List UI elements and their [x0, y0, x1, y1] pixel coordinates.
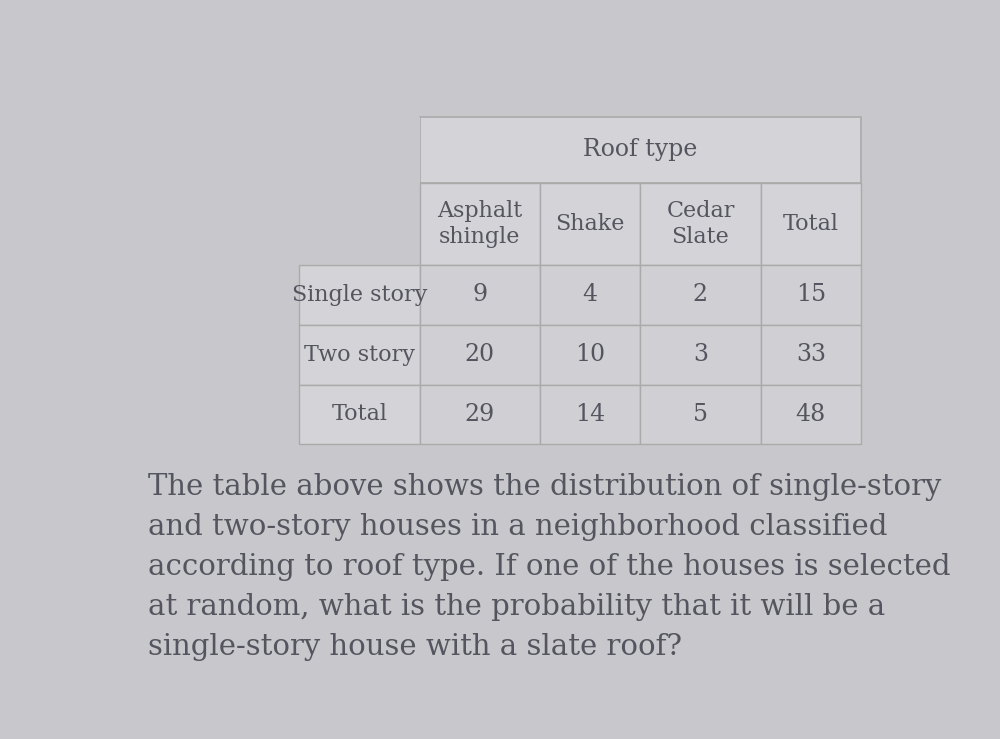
Text: Cedar
Slate: Cedar Slate — [666, 200, 735, 248]
Bar — [640, 325, 761, 384]
Bar — [640, 384, 761, 444]
Bar — [420, 265, 540, 325]
Text: 20: 20 — [464, 343, 495, 367]
Bar — [299, 265, 420, 325]
Text: 2: 2 — [693, 284, 708, 307]
Bar — [640, 183, 761, 265]
Text: Two story: Two story — [304, 344, 415, 366]
Text: 4: 4 — [582, 284, 598, 307]
Bar — [299, 325, 420, 384]
Text: Asphalt
shingle: Asphalt shingle — [437, 200, 522, 248]
Bar — [761, 384, 861, 444]
Text: 33: 33 — [796, 343, 826, 367]
Bar — [420, 384, 540, 444]
Bar — [540, 325, 640, 384]
Text: 9: 9 — [472, 284, 487, 307]
Text: 10: 10 — [575, 343, 605, 367]
Bar — [640, 265, 761, 325]
Text: Total: Total — [783, 213, 839, 235]
Text: Shake: Shake — [555, 213, 625, 235]
Bar — [761, 325, 861, 384]
Bar — [540, 265, 640, 325]
Text: The table above shows the distribution of single-story
and two-story houses in a: The table above shows the distribution o… — [148, 473, 951, 661]
Text: 29: 29 — [464, 403, 495, 426]
Bar — [761, 265, 861, 325]
Bar — [420, 117, 861, 183]
Bar — [299, 117, 420, 265]
Text: Single story: Single story — [292, 284, 427, 306]
Bar — [540, 384, 640, 444]
Bar — [540, 183, 640, 265]
Text: 15: 15 — [796, 284, 826, 307]
Text: Total: Total — [331, 403, 387, 426]
Bar — [420, 325, 540, 384]
Bar — [420, 183, 540, 265]
Text: Roof type: Roof type — [583, 138, 698, 161]
Bar — [299, 384, 420, 444]
Text: 48: 48 — [796, 403, 826, 426]
Text: 5: 5 — [693, 403, 708, 426]
Text: 3: 3 — [693, 343, 708, 367]
Bar — [761, 183, 861, 265]
Text: 14: 14 — [575, 403, 605, 426]
